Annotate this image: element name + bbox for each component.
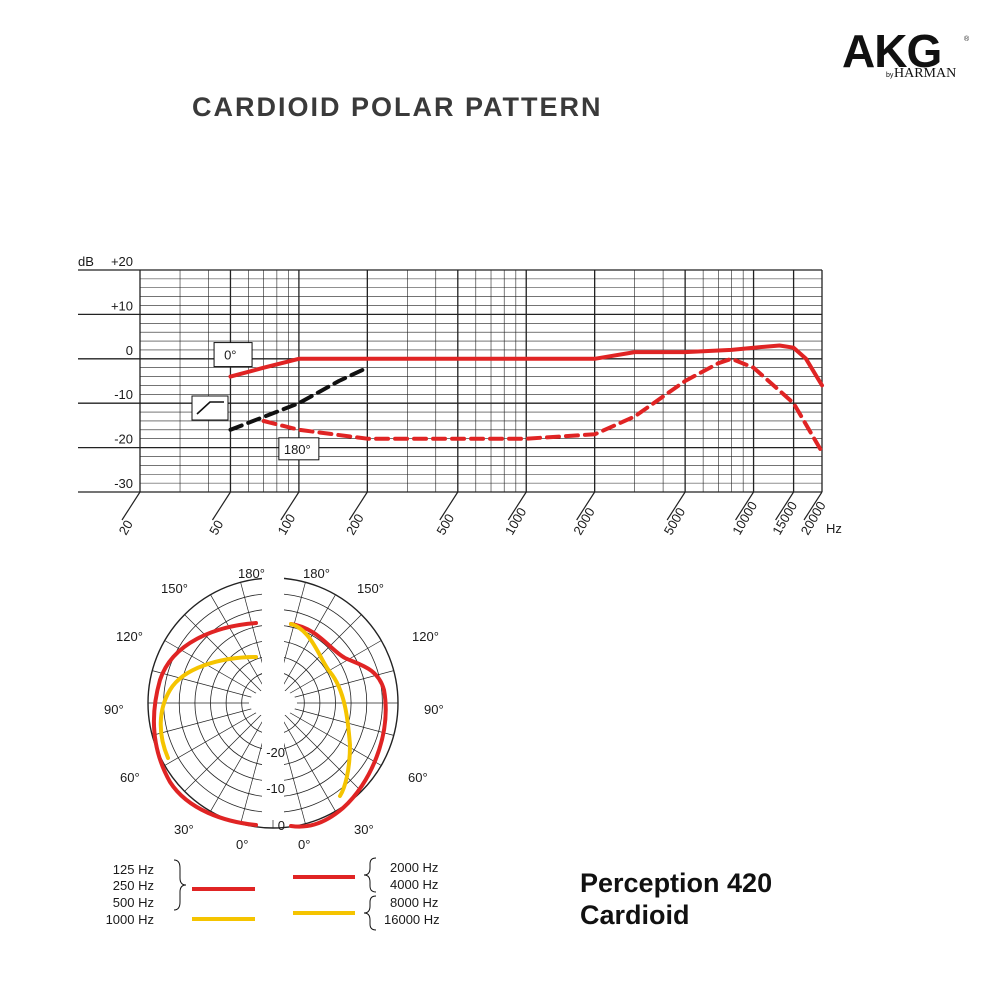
x-tick-mark: [735, 491, 755, 521]
annotation-180deg: 180°: [284, 442, 311, 457]
annotation-box: [278, 437, 320, 461]
legend-brace-icon: [363, 895, 377, 931]
x-tick-mark: [211, 491, 231, 521]
polar-radial-label: -10: [266, 781, 285, 796]
polar-angle-label: 0°: [236, 837, 248, 852]
brand-logo: AKG: [842, 25, 942, 77]
polar-curve-mid-left: [158, 655, 258, 760]
legend-label: 500 Hz: [113, 895, 154, 910]
polar-spoke: [164, 702, 274, 766]
legend-label: 2000 Hz: [390, 860, 438, 875]
x-tick-label: 50: [206, 517, 226, 537]
legend-brace-icon: [173, 859, 187, 911]
polar-angle-label: 60°: [408, 770, 428, 785]
x-tick-label: 1000: [502, 505, 529, 538]
highpass-filter-icon: [196, 401, 224, 415]
x-tick-mark: [576, 491, 596, 521]
page-title: CARDIOID POLAR PATTERN: [192, 92, 603, 122]
polar-radial-label: 0: [278, 818, 285, 833]
polar-angle-label: 120°: [116, 629, 143, 644]
x-tick-mark: [803, 491, 823, 521]
polar-curve-high-right: [289, 622, 388, 829]
x-tick-label: 5000: [661, 505, 688, 538]
x-tick-mark: [666, 491, 686, 521]
polar-pattern-chart: 180° 180° 150° 150° 120° 120° 90° 90° 60° 60° 30° 3…: [104, 548, 444, 931]
x-tick-label: 15000: [769, 499, 800, 538]
legend-label: 1000 Hz: [106, 912, 154, 927]
polar-angle-label: 90°: [104, 702, 124, 717]
x-tick-label: 500: [433, 511, 457, 537]
brand-by: by: [886, 72, 894, 79]
frequency-response-chart: +20 +10 0 -10 -20 -30 dB 20 50 100 200 500 1000 2000 5…: [78, 254, 842, 538]
filter-box: [191, 395, 229, 421]
x-tick-label: 200: [343, 511, 367, 537]
polar-angle-label: 30°: [174, 822, 194, 837]
polar-radial-label: -20: [266, 745, 285, 760]
x-tick-mark: [121, 491, 141, 521]
y-tick-label: -20: [114, 432, 133, 447]
series-proximity: [228, 365, 370, 432]
polar-angle-label: 90°: [424, 702, 444, 717]
polar-angle-label: 60°: [120, 770, 140, 785]
legend-label: 8000 Hz: [390, 895, 438, 910]
y-axis-label: dB: [78, 254, 94, 269]
polar-curve-veryhigh-right: [289, 622, 352, 798]
legend-label: 4000 Hz: [390, 877, 438, 892]
brand-sub: HARMAN: [894, 66, 957, 81]
brand-logo-block: AKG ® by HARMAN: [842, 28, 972, 84]
polar-spoke: [272, 702, 382, 766]
polar-angle-label: 120°: [412, 629, 439, 644]
x-tick-mark: [775, 491, 795, 521]
series-180deg: [261, 356, 824, 454]
series-0deg: [228, 343, 824, 388]
polar-angle-label: 150°: [161, 581, 188, 596]
x-tick-label: 2000: [570, 505, 597, 538]
y-tick-label: -30: [114, 476, 133, 491]
y-tick-label: 0: [126, 343, 133, 358]
x-tick-label: 100: [275, 511, 299, 537]
x-tick-mark: [439, 491, 459, 521]
polar-angle-label: 180°: [303, 566, 330, 581]
legend-label: 16000 Hz: [384, 912, 440, 927]
x-axis-label: Hz: [826, 521, 842, 536]
x-tick-label: 10000: [729, 499, 760, 538]
polar-center-gap: [262, 548, 284, 820]
x-tick-label: 20: [116, 517, 136, 537]
x-tick-mark: [280, 491, 300, 521]
y-tick-label: -10: [114, 387, 133, 402]
x-tick-mark: [507, 491, 527, 521]
polar-angle-label: 0°: [298, 837, 310, 852]
polar-spoke: [272, 640, 382, 704]
polar-spoke: [164, 640, 274, 704]
polar-curve-low-left: [152, 621, 258, 827]
polar-center-hole: [249, 689, 297, 717]
y-tick-label: +20: [111, 254, 133, 269]
registered-mark-icon: ®: [964, 36, 970, 43]
annotation-box: [213, 342, 253, 368]
polar-angle-label: 30°: [354, 822, 374, 837]
polar-spoke: [272, 614, 362, 704]
polar-spoke: [184, 702, 274, 792]
model-pattern: Cardioid: [580, 900, 690, 930]
legend-brace-icon: [363, 857, 377, 893]
polar-angle-label: 150°: [357, 581, 384, 596]
polar-angle-label: 180°: [238, 566, 265, 581]
model-name: Perception 420: [580, 868, 773, 898]
y-tick-label: +10: [111, 298, 133, 313]
annotation-0deg: 0°: [224, 348, 236, 363]
legend-label: 125 Hz: [113, 862, 154, 877]
x-tick-label: 20000: [798, 499, 829, 538]
legend-label: 250 Hz: [113, 878, 154, 893]
x-tick-mark: [348, 491, 368, 521]
